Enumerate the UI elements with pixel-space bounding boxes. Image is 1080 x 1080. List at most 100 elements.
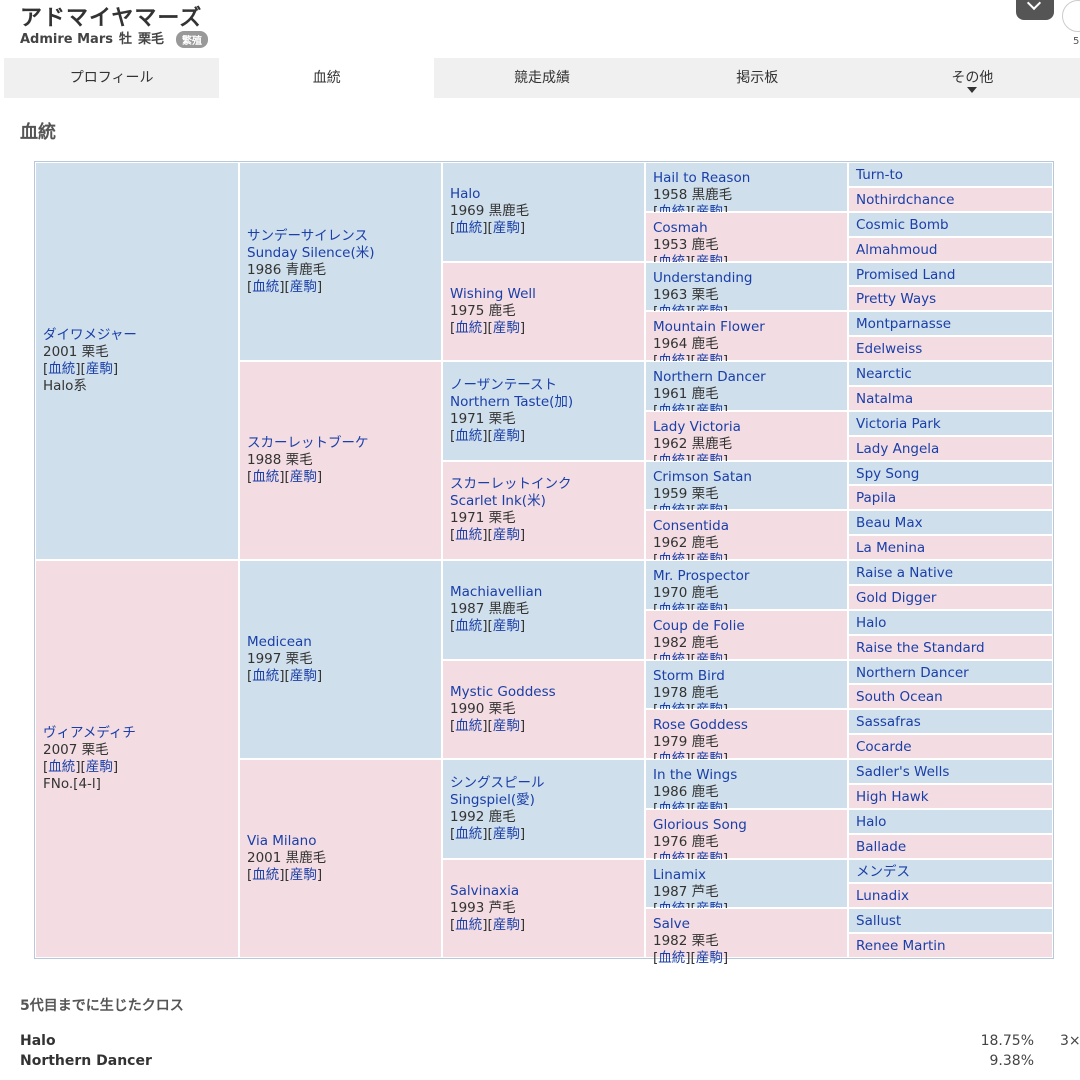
horse-link[interactable]: Crimson Satan [653,468,752,485]
horse-link[interactable]: Cosmic Bomb [856,216,949,233]
progeny-link[interactable]: 産駒 [492,916,520,933]
horse-link[interactable]: Halo [856,813,887,830]
horse-link[interactable]: Lunadix [856,888,909,905]
horse-link[interactable]: Understanding [653,269,753,286]
horse-link[interactable]: Raise a Native [856,565,954,581]
progeny-link[interactable]: 産駒 [289,469,317,485]
horse-link[interactable]: Cosmah [653,219,708,236]
favorite-button[interactable] [1016,0,1054,20]
horse-link[interactable]: Beau Max [856,515,923,532]
horse-link[interactable]: メンデス [856,863,910,880]
horse-link[interactable]: Via Milano [247,833,317,849]
pedigree-link[interactable]: 血統 [658,950,686,967]
pedigree-link[interactable]: 血統 [252,867,280,883]
horse-link[interactable]: Nothirdchance [856,191,955,208]
horse-link[interactable]: Raise the Standard [856,639,985,656]
horse-link[interactable]: Hail to Reason [653,170,751,186]
tab-other[interactable]: その他 [865,58,1080,98]
tab-profile[interactable]: プロフィール [69,70,154,86]
horse-link[interactable]: Edelweiss [856,341,923,358]
pedigree-link[interactable]: 血統 [455,319,483,336]
side-action-button[interactable] [1062,0,1080,32]
progeny-link[interactable]: 産駒 [492,717,520,734]
pedigree-link[interactable]: 血統 [48,759,76,775]
progeny-link[interactable]: 産駒 [492,618,520,635]
pedigree-link[interactable]: 血統 [455,527,483,544]
progeny-link[interactable]: 産駒 [289,867,317,883]
horse-link[interactable]: Salvinaxia [450,882,520,899]
horse-link[interactable]: Lady Angela [856,440,940,457]
horse-link[interactable]: La Menina [856,540,926,557]
progeny-link[interactable]: 産駒 [695,950,723,967]
progeny-link[interactable]: 産駒 [492,825,520,842]
cross-horse-name[interactable]: Halo [20,1033,56,1049]
horse-link[interactable]: Glorious Song [653,816,747,833]
horse-link[interactable]: Pretty Ways [856,291,937,308]
pedigree-link[interactable]: 血統 [455,916,483,933]
pedigree-link[interactable]: 血統 [252,278,280,295]
horse-link[interactable]: Northern Dancer [653,369,766,385]
horse-link[interactable]: Nearctic [856,366,912,382]
progeny-link[interactable]: 産駒 [289,278,317,295]
horse-link[interactable]: Sassafras [856,714,921,731]
horse-link[interactable]: Cocarde [856,739,912,756]
horse-link-en[interactable]: Singspiel(愛) [450,791,535,808]
horse-link[interactable]: Consentida [653,518,730,535]
horse-link[interactable]: In the Wings [653,767,738,783]
horse-link[interactable]: South Ocean [856,689,943,706]
progeny-link[interactable]: 産駒 [85,759,113,775]
horse-link[interactable]: ダイワメジャー [43,327,137,343]
horse-link[interactable]: High Hawk [856,788,929,805]
horse-link[interactable]: Almahmoud [856,241,938,258]
horse-link[interactable]: Turn-to [856,167,904,183]
horse-link[interactable]: Victoria Park [856,415,941,432]
pedigree-link[interactable]: 血統 [455,618,483,635]
pedigree-link[interactable]: 血統 [252,469,280,485]
horse-link[interactable]: Sallust [856,913,902,930]
horse-link[interactable]: Medicean [247,634,312,650]
horse-link[interactable]: Salve [653,916,690,933]
pedigree-link[interactable]: 血統 [455,427,483,444]
horse-link[interactable]: Gold Digger [856,589,937,606]
horse-link[interactable]: スカーレットインク [450,476,572,493]
horse-link[interactable]: スカーレットブーケ [247,435,369,451]
horse-link[interactable]: Wishing Well [450,285,536,302]
horse-link[interactable]: Storm Bird [653,667,725,684]
horse-link[interactable]: Natalma [856,390,914,407]
progeny-link[interactable]: 産駒 [492,319,520,336]
tab-pedigree[interactable]: 血統 [219,58,435,98]
progeny-link[interactable]: 産駒 [289,668,317,684]
horse-link[interactable]: Ballade [856,838,907,855]
horse-link[interactable]: Lady Victoria [653,418,741,435]
tab-bulletin-board[interactable]: 掲示板 [736,70,779,86]
horse-link[interactable]: Halo [856,614,887,631]
horse-link[interactable]: Coup de Folie [653,617,745,634]
horse-link[interactable]: ヴィアメディチ [43,725,136,741]
horse-link-en[interactable]: Scarlet Ink(米) [450,493,546,510]
horse-link[interactable]: Northern Dancer [856,664,969,681]
progeny-link[interactable]: 産駒 [492,220,520,237]
horse-link[interactable]: Sadler's Wells [856,764,950,780]
horse-link-en[interactable]: Sunday Silence(米) [247,244,375,261]
horse-link[interactable]: ノーザンテースト [450,376,558,393]
pedigree-link[interactable]: 血統 [455,220,483,237]
horse-link[interactable]: Mountain Flower [653,319,765,336]
tab-race-results[interactable]: 競走成績 [514,70,570,86]
horse-link[interactable]: Spy Song [856,465,920,482]
horse-link[interactable]: Mystic Goddess [450,683,556,700]
horse-link[interactable]: Mr. Prospector [653,568,750,584]
pedigree-link[interactable]: 血統 [48,361,76,377]
horse-link[interactable]: Halo [450,186,481,203]
horse-link[interactable]: Rose Goddess [653,717,748,734]
horse-link-en[interactable]: Northern Taste(加) [450,393,574,410]
horse-link[interactable]: Promised Land [856,266,956,283]
pedigree-link[interactable]: 血統 [455,825,483,842]
horse-link[interactable]: Linamix [653,866,706,883]
pedigree-link[interactable]: 血統 [252,668,280,684]
horse-link[interactable]: シングスピール [450,774,545,791]
pedigree-link[interactable]: 血統 [455,717,483,734]
cross-horse-name[interactable]: Northern Dancer [20,1053,152,1069]
progeny-link[interactable]: 産駒 [492,427,520,444]
horse-link[interactable]: Montparnasse [856,316,952,333]
horse-link[interactable]: Machiavellian [450,584,543,601]
